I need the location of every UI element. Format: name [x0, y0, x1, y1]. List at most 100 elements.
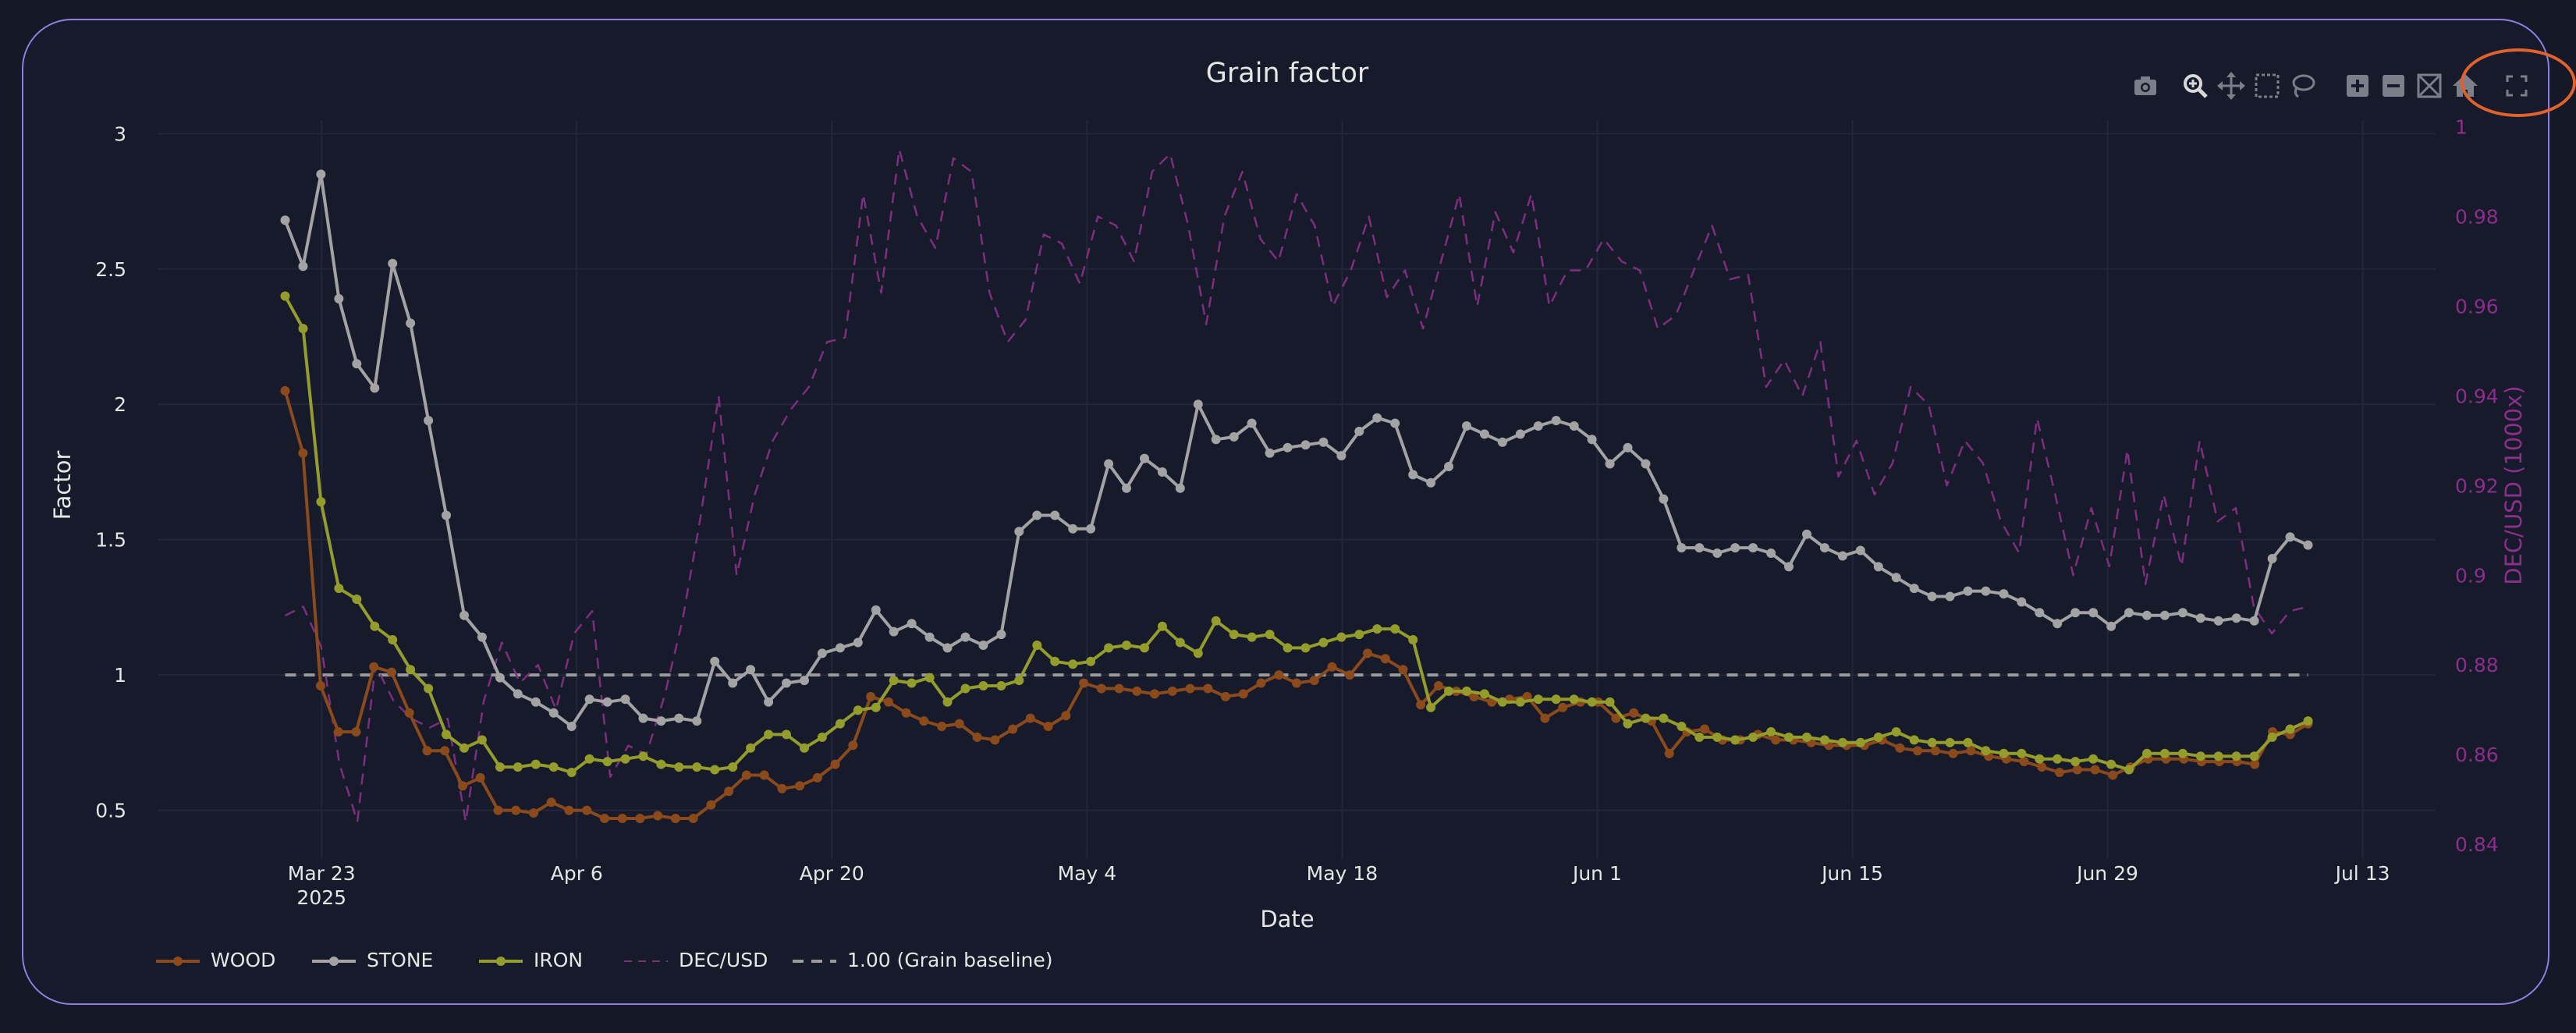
data-point-iron: [566, 768, 577, 777]
data-point-stone: [1372, 413, 1382, 423]
data-point-stone: [1837, 551, 1847, 561]
data-point-stone: [442, 510, 451, 520]
data-point-stone: [1569, 421, 1579, 431]
legend-label-wood: WOOD: [211, 949, 276, 971]
data-point-wood: [1913, 746, 1923, 756]
data-point-iron: [1891, 727, 1901, 737]
data-point-stone: [764, 697, 774, 707]
data-point-iron: [1551, 694, 1561, 705]
data-point-stone: [388, 258, 398, 268]
data-point-iron: [495, 762, 505, 772]
data-point-wood: [1416, 700, 1426, 710]
y2-tick-label: 0.94: [2455, 385, 2499, 407]
data-point-wood: [1540, 713, 1550, 723]
data-point-wood: [564, 805, 574, 815]
data-point-stone: [1032, 510, 1042, 520]
chart-title: Grain factor: [1206, 58, 1369, 89]
data-point-stone: [1784, 562, 1794, 572]
data-point-stone: [1963, 586, 1973, 596]
data-point-wood: [848, 740, 858, 751]
y2-tick-label: 0.9: [2455, 564, 2486, 587]
data-point-stone: [782, 678, 791, 688]
legend-item-iron[interactable]: IRON: [477, 946, 633, 977]
data-point-stone: [298, 261, 308, 272]
autoscale-icon[interactable]: [2414, 70, 2445, 101]
data-point-iron: [1677, 722, 1687, 731]
data-point-iron: [746, 743, 756, 753]
lasso-select-icon[interactable]: [2287, 70, 2319, 101]
y-tick-label: 2.5: [95, 258, 126, 281]
data-point-wood: [759, 770, 769, 780]
data-point-wood: [1363, 648, 1372, 658]
home-icon[interactable]: [2450, 70, 2481, 101]
data-point-stone: [1175, 483, 1185, 493]
data-point-wood: [937, 722, 947, 731]
data-point-stone: [1300, 440, 1311, 450]
data-point-wood: [1221, 691, 1230, 701]
data-point-wood: [653, 811, 663, 821]
data-point-stone: [638, 713, 648, 723]
data-point-stone: [495, 673, 505, 683]
data-point-stone: [907, 619, 917, 629]
zoom-in-icon[interactable]: [2342, 70, 2373, 101]
data-point-iron: [352, 595, 362, 604]
data-point-iron: [2195, 751, 2205, 761]
camera-icon[interactable]: [2130, 70, 2161, 101]
data-point-iron: [1999, 748, 2009, 758]
data-point-stone: [1068, 524, 1078, 534]
data-point-iron: [1193, 648, 1203, 658]
series-line-dec-usd: [284, 148, 2308, 823]
legend-item-baseline[interactable]: 1.00 (Grain baseline): [791, 946, 1103, 977]
data-point-iron: [871, 702, 881, 712]
x-tick-label: Apr 20: [800, 862, 864, 885]
data-point-iron: [2070, 757, 2081, 767]
data-point-wood: [369, 662, 379, 672]
data-point-iron: [602, 757, 612, 767]
data-point-iron: [960, 683, 970, 694]
data-point-wood: [1380, 654, 1390, 664]
pan-icon[interactable]: [2216, 70, 2247, 101]
data-point-stone: [1802, 529, 1811, 539]
box-select-icon[interactable]: [2251, 70, 2283, 101]
data-point-stone: [406, 318, 416, 328]
data-point-wood: [1114, 683, 1124, 694]
legend-swatch-iron: [479, 957, 523, 966]
data-point-stone: [566, 722, 577, 731]
data-point-stone: [2231, 613, 2241, 623]
data-point-wood: [883, 697, 893, 707]
data-point-iron: [1354, 630, 1364, 640]
series-line-stone: [283, 172, 2309, 728]
data-point-stone: [1712, 548, 1723, 558]
data-point-stone: [1193, 399, 1203, 410]
legend-item-dec-usd[interactable]: DEC/USD: [623, 946, 810, 977]
data-point-stone: [2195, 613, 2205, 623]
legend-label-baseline: 1.00 (Grain baseline): [847, 949, 1053, 971]
data-point-iron: [2035, 754, 2045, 764]
data-point-stone: [530, 697, 541, 707]
y2-tick-label: 0.88: [2455, 654, 2499, 676]
legend-item-stone[interactable]: STONE: [310, 946, 490, 977]
zoom-icon[interactable]: [2180, 70, 2211, 101]
data-point-stone: [2124, 608, 2134, 618]
data-point-iron: [2267, 732, 2277, 742]
data-point-wood: [1079, 678, 1089, 688]
data-point-stone: [1677, 543, 1687, 553]
fullscreen-icon[interactable]: [2501, 70, 2532, 101]
data-point-iron: [388, 635, 398, 644]
data-point-stone: [853, 637, 863, 648]
data-point-wood: [2108, 770, 2118, 780]
legend-item-wood[interactable]: WOOD: [154, 946, 310, 977]
data-point-iron: [2088, 754, 2099, 764]
data-point-stone: [1891, 573, 1901, 583]
data-point-stone: [1122, 483, 1131, 493]
data-point-iron: [1462, 686, 1471, 696]
data-point-iron: [1981, 746, 1991, 756]
y2-axis-title: DEC/USD (1000x): [2500, 385, 2527, 584]
data-point-stone: [710, 656, 720, 666]
data-point-iron: [1300, 643, 1311, 653]
data-point-iron: [764, 729, 774, 740]
data-point-iron: [1730, 735, 1740, 745]
data-point-iron: [1659, 713, 1669, 723]
data-point-iron: [1283, 643, 1293, 653]
zoom-out-icon[interactable]: [2378, 70, 2409, 101]
